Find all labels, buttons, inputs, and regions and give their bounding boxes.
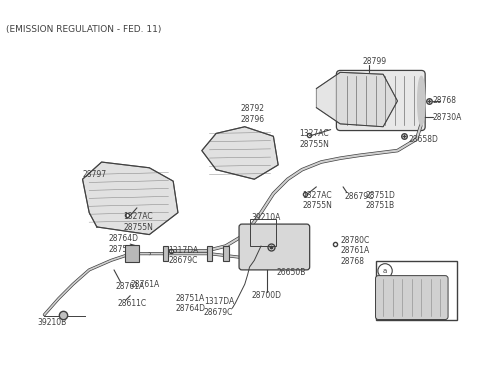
Text: 28780C
28761A
28768: 28780C 28761A 28768: [340, 236, 370, 266]
Bar: [206, 246, 212, 261]
Circle shape: [378, 264, 392, 278]
FancyBboxPatch shape: [239, 224, 310, 270]
Text: 28761A: 28761A: [130, 280, 159, 289]
Text: 28764D
28751A: 28764D 28751A: [108, 234, 138, 254]
FancyBboxPatch shape: [336, 70, 425, 131]
FancyBboxPatch shape: [375, 276, 448, 319]
Text: 39210A: 39210A: [252, 213, 281, 222]
Bar: [250, 219, 276, 246]
Bar: [163, 246, 168, 261]
Text: a: a: [383, 268, 387, 274]
FancyBboxPatch shape: [375, 261, 456, 321]
Polygon shape: [202, 127, 278, 179]
Text: 26650B: 26650B: [276, 268, 306, 277]
Text: 28679C: 28679C: [345, 192, 374, 201]
Ellipse shape: [418, 76, 425, 126]
Text: 28658D: 28658D: [409, 135, 439, 144]
Text: 28700D: 28700D: [252, 291, 281, 300]
Text: 39210B: 39210B: [37, 318, 67, 327]
Text: 28797: 28797: [83, 170, 107, 179]
Text: 28751D
28751B: 28751D 28751B: [366, 191, 396, 210]
Bar: [125, 245, 139, 262]
Polygon shape: [83, 162, 178, 234]
Text: 28799: 28799: [362, 57, 386, 66]
Text: 28768: 28768: [433, 96, 457, 106]
Text: 1317DA
28679C: 1317DA 28679C: [168, 246, 199, 265]
Text: 28730A: 28730A: [433, 113, 462, 122]
Text: 28751A
28764D: 28751A 28764D: [175, 294, 205, 313]
Text: 1327AC
28755N: 1327AC 28755N: [123, 212, 154, 232]
Text: 1317DA
28679C: 1317DA 28679C: [204, 297, 234, 317]
Text: 28611C: 28611C: [118, 299, 147, 308]
Text: (EMISSION REGULATION - FED. 11): (EMISSION REGULATION - FED. 11): [6, 25, 162, 33]
Text: 28761A: 28761A: [116, 282, 145, 291]
Text: 1327AC
28755N: 1327AC 28755N: [302, 191, 332, 210]
Text: 1327AC
28755N: 1327AC 28755N: [299, 130, 329, 149]
Text: 28641A: 28641A: [395, 266, 424, 275]
Text: 28792
28796: 28792 28796: [240, 105, 264, 124]
Bar: [223, 246, 228, 261]
Polygon shape: [316, 72, 397, 127]
